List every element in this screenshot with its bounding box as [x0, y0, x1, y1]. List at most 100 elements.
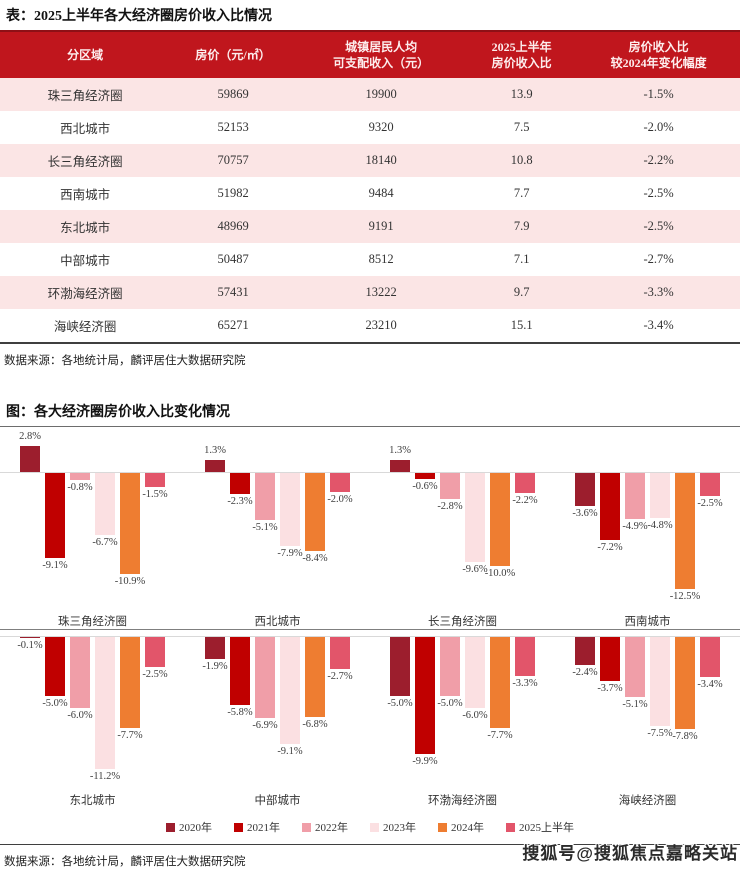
chart-row-top: 2.8% -9.1% -0.8% -6.7% -10.9% -1.5% 珠三角经济圈 1.3%… — [0, 427, 740, 629]
legend-swatch-icon — [302, 822, 311, 832]
mini-chart: -3.6% -7.2% -4.9% -4.8% -12.5% -2.5% 西南城市 — [555, 427, 740, 629]
table-cell: 57431 — [170, 276, 296, 309]
table-cell: 长三角经济圈 — [0, 144, 171, 177]
bar-value-label: -7.7% — [117, 730, 143, 741]
bar-2021年 — [600, 473, 620, 540]
table-cell: 50487 — [217, 252, 249, 266]
table-cell: -2.5% — [643, 186, 674, 200]
col-header-change: 房价收入比 较2024年变化幅度 — [577, 30, 740, 78]
bar-2020年 — [575, 473, 595, 506]
category-label: 东北城市 — [69, 795, 116, 807]
table-cell: -3.3% — [577, 276, 740, 309]
bar-value-label: 1.3% — [389, 445, 411, 456]
zero-axis-line — [370, 636, 555, 637]
bar-2025上半年 — [145, 473, 165, 487]
table-row: 珠三角经济圈 59869 19900 13.9 -1.5% — [0, 78, 740, 111]
bar-2020年 — [390, 460, 410, 472]
table-title: 表：2025上半年各大经济圈房价收入比情况 — [6, 9, 272, 24]
bar-value-label: -6.7% — [92, 537, 118, 548]
mini-chart-plot: -2.4% -3.7% -5.1% -7.5% -7.8% -3.4% — [555, 630, 740, 774]
bar-value-label: 2.8% — [19, 431, 41, 442]
col-header-ratio: 2025上半年 房价收入比 — [466, 30, 578, 78]
mini-chart-plot: 2.8% -9.1% -0.8% -6.7% -10.9% -1.5% — [0, 427, 185, 591]
col-header-price: 房价（元/㎡） — [170, 30, 296, 78]
bar-value-label: -2.2% — [512, 495, 538, 506]
bar-value-label: -8.4% — [302, 553, 328, 564]
legend-label: 2022年 — [315, 822, 348, 834]
bar-value-label: -1.9% — [202, 661, 228, 672]
legend-swatch-icon — [370, 822, 379, 832]
bar-value-label: -9.1% — [277, 746, 303, 757]
mini-chart-plot: 1.3% -0.6% -2.8% -9.6% -10.0% -2.2% — [370, 427, 555, 591]
legend-label: 2025上半年 — [519, 822, 574, 834]
table-cell: 西南城市 — [60, 188, 111, 202]
bar-2025上半年 — [330, 637, 350, 669]
bar-2022年 — [70, 637, 90, 708]
table-cell: -2.0% — [643, 120, 674, 134]
bar-2024年 — [120, 637, 140, 728]
mini-chart-plot: -0.1% -5.0% -6.0% -11.2% -7.7% -2.5% — [0, 630, 185, 782]
bar-value-label: -1.5% — [142, 489, 168, 500]
bar-2024年 — [305, 473, 325, 551]
bar-value-label: -6.8% — [302, 719, 328, 730]
bar-value-label: -0.6% — [412, 481, 438, 492]
table-row: 东北城市 48969 9191 7.9 -2.5% — [0, 210, 740, 243]
bar-2022年 — [255, 637, 275, 718]
table-row: 海峡经济圈 65271 23210 15.1 -3.4% — [0, 309, 740, 343]
table-cell: 7.1 — [513, 252, 530, 266]
table-cell: -2.2% — [577, 144, 740, 177]
bar-value-label: -2.3% — [227, 496, 253, 507]
category-label: 环渤海经济圈 — [428, 795, 497, 807]
mini-chart: -0.1% -5.0% -6.0% -11.2% -7.7% -2.5% 东北城市 — [0, 630, 185, 808]
bar-2023年 — [280, 473, 300, 546]
chart-row-bottom: -0.1% -5.0% -6.0% -11.2% -7.7% -2.5% 东北城市 -1.9%… — [0, 629, 740, 808]
mini-chart: -2.4% -3.7% -5.1% -7.5% -7.8% -3.4% 海峡经济圈 — [555, 630, 740, 808]
bar-2020年 — [205, 460, 225, 472]
footer: 数据来源：各地统计局，麟评居住大数据研究院 搜狐号@搜狐焦点嘉略关站 — [0, 844, 740, 871]
bar-2023年 — [95, 473, 115, 535]
table-cell: 东北城市 — [0, 210, 171, 243]
legend-swatch-icon — [438, 822, 447, 832]
zero-axis-line — [185, 636, 370, 637]
bar-2020年 — [390, 637, 410, 696]
bar-2022年 — [625, 473, 645, 519]
legend-item: 2022年 — [302, 819, 348, 835]
table-cell: 23210 — [365, 318, 397, 332]
bar-2022年 — [440, 473, 460, 499]
bar-value-label: -5.1% — [252, 522, 278, 533]
bar-value-label: -4.8% — [647, 520, 673, 531]
bar-value-label: -5.8% — [227, 707, 253, 718]
bar-2025上半年 — [145, 637, 165, 667]
bar-value-label: -10.0% — [484, 568, 516, 579]
table-cell: 8512 — [368, 252, 394, 266]
bar-value-label: -6.0% — [67, 710, 93, 721]
col-header-income: 城镇居民人均 可支配收入（元） — [295, 30, 467, 78]
bar-2024年 — [120, 473, 140, 574]
bar-2024年 — [675, 637, 695, 729]
category-label: 中部城市 — [254, 795, 301, 807]
chart-source: 数据来源：各地统计局，麟评居住大数据研究院 — [4, 856, 246, 868]
bar-2023年 — [280, 637, 300, 744]
table-row: 环渤海经济圈 57431 13222 9.7 -3.3% — [0, 276, 740, 309]
bar-2022年 — [70, 473, 90, 480]
table-cell: 9484 — [368, 186, 394, 200]
charts-area: 2.8% -9.1% -0.8% -6.7% -10.9% -1.5% 珠三角经济圈 1.3%… — [0, 426, 740, 836]
table-cell: 70757 — [170, 144, 296, 177]
table-cell: -3.4% — [643, 318, 674, 332]
table-cell: 环渤海经济圈 — [0, 276, 171, 309]
bar-2021年 — [600, 637, 620, 681]
bar-value-label: -7.8% — [672, 731, 698, 742]
bar-value-label: -9.6% — [462, 564, 488, 575]
chart-section-title: 图：各大经济圈房价收入比变化情况 — [6, 405, 230, 420]
bar-2021年 — [45, 637, 65, 696]
mini-chart: -5.0% -9.9% -5.0% -6.0% -7.7% -3.3% 环渤海经济圈 — [370, 630, 555, 808]
legend-swatch-icon — [166, 822, 175, 832]
bar-2020年 — [20, 637, 40, 638]
bar-2024年 — [490, 637, 510, 728]
zero-axis-line — [370, 472, 555, 473]
bar-2025上半年 — [700, 473, 720, 496]
bar-value-label: -7.2% — [597, 542, 623, 553]
zero-axis-line — [555, 472, 740, 473]
mini-chart-plot: -1.9% -5.8% -6.9% -9.1% -6.8% -2.7% — [185, 630, 370, 774]
